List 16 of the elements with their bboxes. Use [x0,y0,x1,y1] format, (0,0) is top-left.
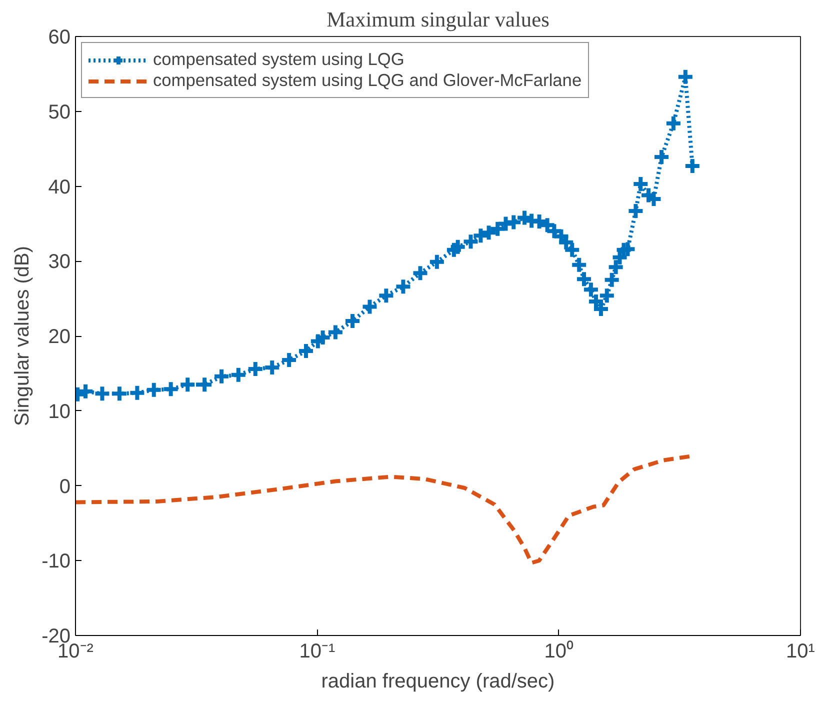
y-axis-title: Singular values (dB) [12,246,34,426]
x-tick-label: 10⁻¹ [299,640,336,662]
y-tick-label: 50 [48,101,71,124]
legend-label: compensated system using LQG and Glover-McFarlane [153,70,582,91]
chart-title: Maximum singular values [326,8,550,32]
legend-label: compensated system using LQG [153,49,404,70]
y-tick-label: 30 [48,251,71,274]
x-axis-title: radian frequency (rad/sec) [321,670,555,692]
y-tick-label: 40 [48,176,71,198]
x-tick-label: 10⁰ [544,640,574,662]
x-tick-label: 10¹ [786,640,816,662]
y-tick-label: 60 [48,26,71,48]
y-tick-label: -10 [42,550,70,573]
y-tick-label: 20 [48,326,71,348]
y-tick-label: 10 [48,400,71,423]
y-tick-label: 0 [59,476,70,498]
